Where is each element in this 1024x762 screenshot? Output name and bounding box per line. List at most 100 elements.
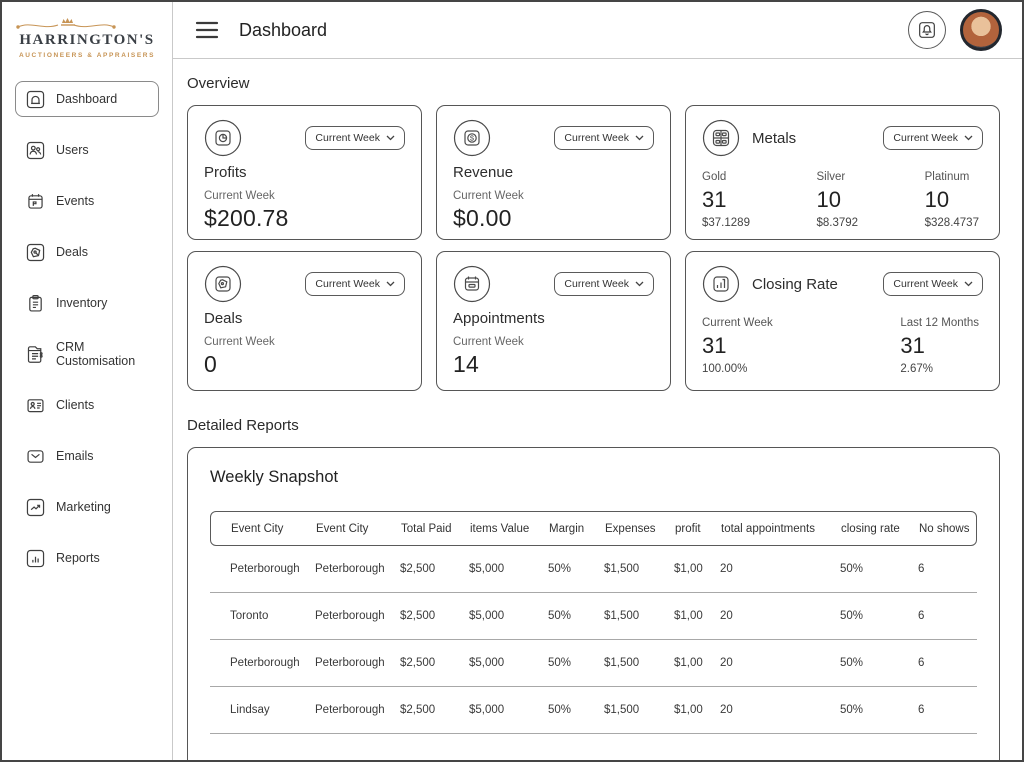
table-cell: 50%	[840, 610, 864, 622]
brand-name: HARRINGTON'S	[19, 32, 155, 48]
clipboard-icon	[25, 293, 46, 314]
table-cell: $5,000	[469, 657, 505, 669]
table-cell: $5,000	[469, 610, 505, 622]
home-icon	[25, 89, 46, 110]
sidebar-item-emails[interactable]: Emails	[15, 438, 159, 474]
notifications-button[interactable]	[908, 11, 946, 49]
metal-column-platinum: Platinum 10 $328.4737	[925, 171, 979, 229]
card-period: Current Week	[204, 336, 275, 348]
main-content: Overview Current Week Profit	[173, 59, 1022, 760]
column-header: profit	[675, 522, 701, 535]
overview-cards: Current Week Profits Current Week $200.7…	[187, 105, 1000, 391]
card-title: Profits	[204, 164, 247, 181]
sidebar-item-events[interactable]: Events	[15, 183, 159, 219]
table-cell: 20	[720, 563, 733, 575]
pie-chart-icon	[204, 119, 242, 157]
deals-period-select[interactable]: Current Week	[305, 272, 405, 296]
sidebar-item-label: Inventory	[56, 296, 108, 310]
appointments-period-select[interactable]: Current Week	[554, 272, 654, 296]
table-cell: $1,00	[674, 704, 703, 716]
table-cell: Peterborough	[230, 657, 300, 669]
column-header: Total Paid	[401, 522, 452, 535]
top-bar: Dashboard	[173, 2, 1022, 59]
table-cell: 6	[918, 657, 925, 669]
metal-count: 31	[702, 187, 727, 212]
card-title: Revenue	[453, 164, 514, 181]
logo-ornament-icon	[16, 18, 116, 29]
table-cell: $1,00	[674, 610, 703, 622]
sidebar: HARRINGTON'S AUCTIONEERS & APPRAISERS Da…	[2, 2, 173, 760]
column-header: Event City	[316, 522, 369, 535]
appointments-card: Current Week Appointments Current Week 1…	[436, 251, 671, 391]
envelope-icon	[25, 446, 46, 467]
column-header: No shows	[919, 522, 970, 535]
closing-rate-period-select[interactable]: Current Week	[883, 272, 983, 296]
metal-count: 10	[816, 187, 841, 212]
table-cell: 20	[720, 704, 733, 716]
sidebar-item-users[interactable]: Users	[15, 132, 159, 168]
brand-logo: HARRINGTON'S AUCTIONEERS & APPRAISERS	[2, 12, 172, 59]
sidebar-item-label: Marketing	[56, 500, 111, 514]
table-cell: Peterborough	[315, 563, 385, 575]
table-cell: $2,500	[400, 657, 436, 669]
sidebar-item-crm-customisation[interactable]: CRM Customisation	[15, 336, 159, 372]
card-title: Appointments	[453, 310, 545, 327]
metal-label: Silver	[816, 171, 846, 183]
metal-price: $328.4737	[924, 217, 979, 229]
select-value: Current Week	[315, 132, 380, 144]
sidebar-item-dashboard[interactable]: Dashboard	[15, 81, 159, 117]
chevron-down-icon	[386, 135, 395, 141]
table-cell: $2,500	[400, 704, 436, 716]
table-cell: $2,500	[400, 563, 436, 575]
metal-label: Platinum	[924, 171, 970, 183]
hamburger-icon	[195, 21, 219, 39]
sidebar-item-clients[interactable]: Clients	[15, 387, 159, 423]
metals-period-select[interactable]: Current Week	[883, 126, 983, 150]
card-period: Current Week	[453, 336, 524, 348]
overview-heading: Overview	[187, 75, 250, 92]
panel-icon	[25, 344, 46, 365]
closing-rate-card: Closing Rate Current Week Current Week 3…	[685, 251, 1000, 391]
user-avatar[interactable]	[960, 9, 1002, 51]
table-cell: Lindsay	[230, 704, 270, 716]
table-cell: Peterborough	[315, 610, 385, 622]
bar-chart-icon	[25, 548, 46, 569]
card-value: 14	[453, 351, 479, 377]
sidebar-item-label: Deals	[56, 245, 88, 259]
table-cell: $1,500	[604, 610, 640, 622]
card-title: Metals	[752, 129, 797, 147]
weekly-snapshot-card: Weekly Snapshot Event City Event City Tota…	[187, 447, 1000, 760]
table-cell: 50%	[548, 657, 572, 669]
sidebar-item-reports[interactable]: Reports	[15, 540, 159, 576]
sidebar-item-label: CRM Customisation	[56, 340, 136, 368]
brand-tagline: AUCTIONEERS & APPRAISERS	[18, 52, 156, 59]
select-value: Current Week	[893, 132, 958, 144]
chevron-down-icon	[964, 135, 973, 141]
table-header-row: Event City Event City Total Paid items Valu…	[210, 511, 977, 546]
table-cell: $1,00	[674, 563, 703, 575]
table-cell: 50%	[840, 657, 864, 669]
table-cell: 6	[918, 610, 925, 622]
sidebar-item-label: Dashboard	[56, 92, 118, 106]
metal-count: 10	[924, 187, 950, 212]
revenue-period-select[interactable]: Current Week	[554, 126, 654, 150]
sidebar-item-deals[interactable]: Deals	[15, 234, 159, 270]
stat-sub: 2.67%	[900, 363, 933, 375]
table-row: Toronto Peterborough $2,500 $5,000 50% $1,500…	[210, 593, 977, 640]
stat-sub: 100.00%	[702, 363, 748, 375]
detailed-reports-heading: Detailed Reports	[187, 417, 299, 434]
sidebar-item-label: Events	[56, 194, 95, 208]
table-row: Lindsay Peterborough $2,500 $5,000 50% $1,500…	[210, 687, 977, 734]
table-row: Peterborough Peterborough $2,500 $5,000 50% $…	[210, 640, 977, 687]
card-period: Current Week	[204, 190, 275, 202]
sidebar-item-label: Users	[56, 143, 89, 157]
chevron-down-icon	[386, 281, 395, 287]
sidebar-item-marketing[interactable]: Marketing	[15, 489, 159, 525]
stat-label: Current Week	[702, 317, 773, 329]
content-column: Dashboard Overview	[173, 2, 1022, 760]
sidebar-item-inventory[interactable]: Inventory	[15, 285, 159, 321]
profits-period-select[interactable]: Current Week	[305, 126, 405, 150]
menu-button[interactable]	[193, 19, 221, 41]
select-value: Current Week	[564, 278, 629, 290]
